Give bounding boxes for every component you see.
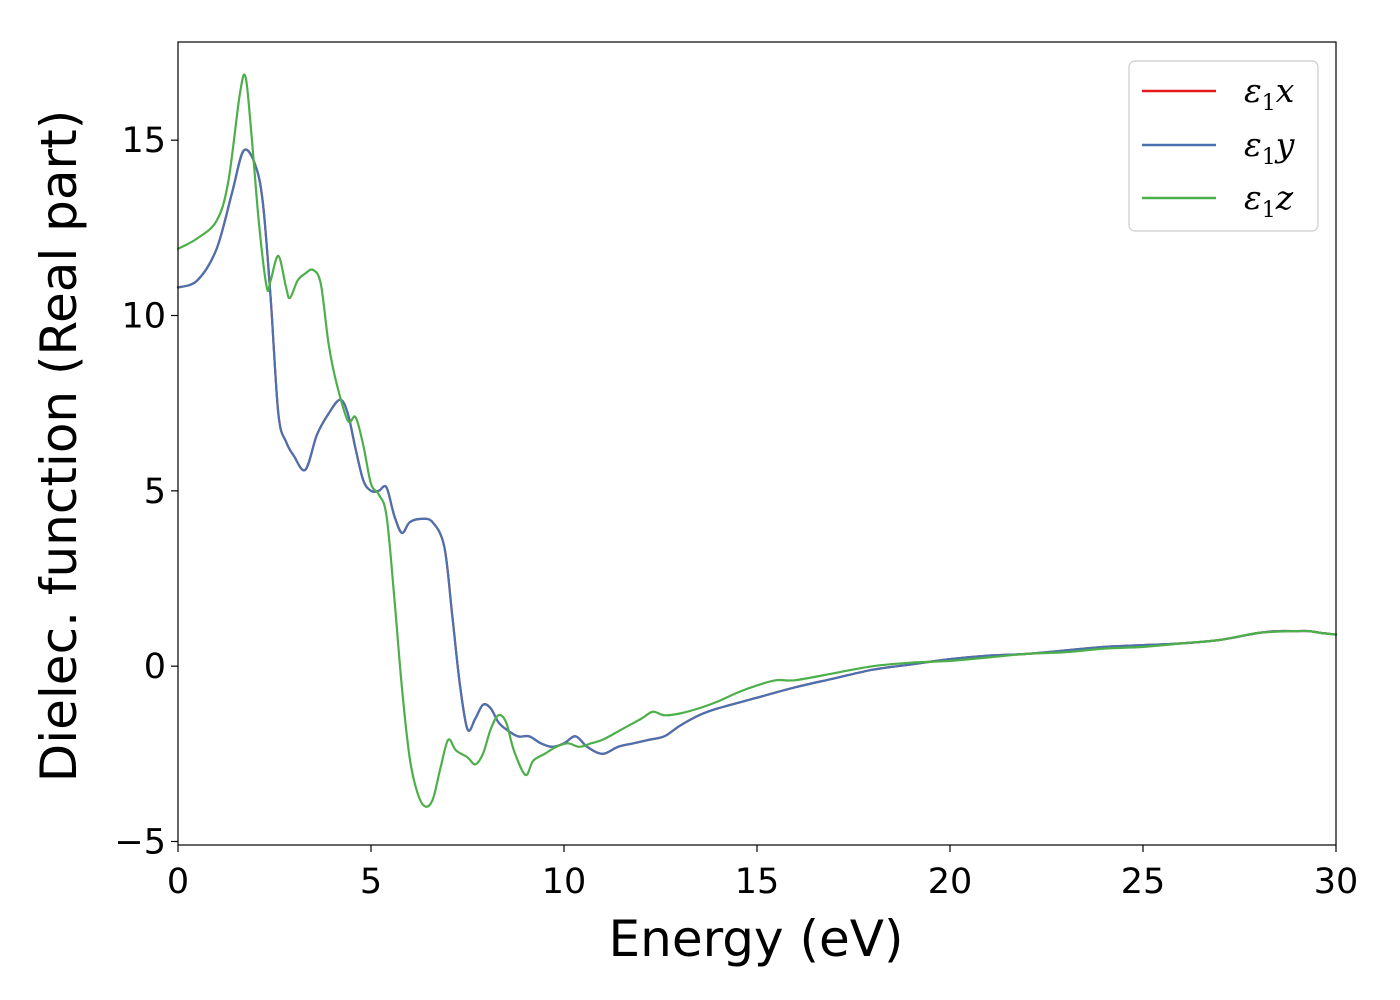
y-tick-label: 15 (121, 121, 166, 161)
y-tick-label: 10 (121, 297, 166, 337)
x-tick-label: 10 (542, 862, 587, 902)
legend-label-y: ε1y (1244, 125, 1295, 170)
x-tick-label: 0 (167, 862, 189, 902)
legend-box (1128, 60, 1319, 232)
x-tick-label: 25 (1121, 862, 1166, 902)
legend-label-z: ε1z (1244, 178, 1294, 223)
series-line-z (176, 73, 1338, 808)
legend-label-x: ε1x (1244, 71, 1295, 116)
y-tick-label: −5 (114, 822, 166, 862)
y-axis-title: Dielec. function (Real part) (30, 110, 88, 782)
series-layer (176, 73, 1338, 808)
legend: ε1x ε1y ε1z (1128, 60, 1319, 232)
x-tick-label: 20 (928, 862, 973, 902)
y-tick-label: 5 (144, 472, 166, 512)
x-tick-label: 5 (360, 862, 382, 902)
x-tick-label: 15 (735, 862, 780, 902)
x-tick-label: 30 (1314, 862, 1359, 902)
y-tick-label: 0 (144, 647, 166, 687)
x-axis-title: Energy (eV) (609, 910, 904, 968)
